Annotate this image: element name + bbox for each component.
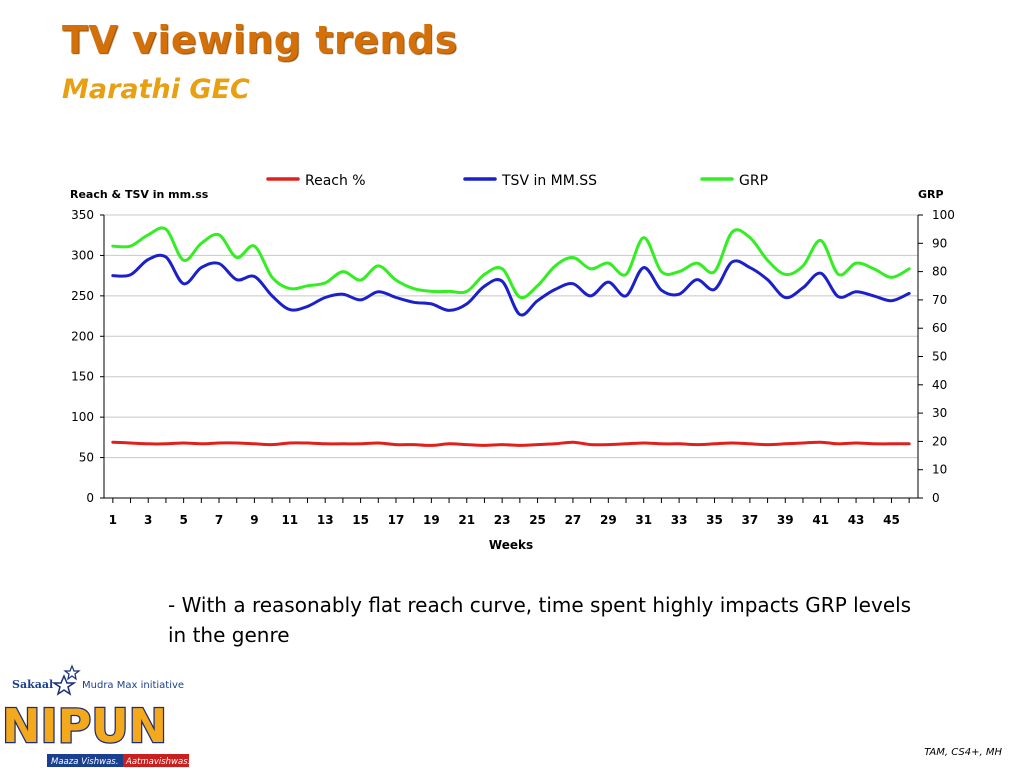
x-tick-label: 45 (883, 513, 900, 527)
x-tick-label: 25 (529, 513, 546, 527)
x-tick-label: 29 (600, 513, 617, 527)
y-right-tick-label: 90 (932, 236, 947, 250)
y-left-tick-label: 200 (71, 329, 94, 343)
nipun-logo: Sakaal Mudra Max initiative NIPUN Maaza … (1, 664, 191, 767)
x-tick-label: 19 (423, 513, 440, 527)
y-right-tick-label: 70 (932, 293, 947, 307)
x-tick-label: 27 (565, 513, 582, 527)
x-tick-label: 39 (777, 513, 794, 527)
series-line-tsv (111, 253, 911, 317)
legend-reach-label: Reach % (305, 173, 366, 189)
y-left-tick-label: 50 (79, 451, 94, 465)
y-left-tick-label: 0 (86, 491, 94, 505)
legend-grp-label: GRP (739, 173, 768, 189)
x-tick-label: 11 (281, 513, 298, 527)
legend-tsv-label: TSV in MM.SS (501, 173, 597, 189)
x-tick-label: 23 (494, 513, 511, 527)
source-note: TAM, CS4+, MH (924, 747, 1002, 758)
x-tick-label: 9 (250, 513, 258, 527)
insight-comment: - With a reasonably flat reach curve, ti… (168, 593, 912, 647)
y-right-tick-label: 40 (932, 378, 947, 392)
x-tick-label: 13 (317, 513, 334, 527)
logo-tagline: Mudra Max initiative (82, 680, 184, 691)
series-line-grp (111, 226, 911, 300)
logo-motto-right: Aatmavishwas! (125, 757, 191, 767)
y-left-tick-label: 300 (71, 248, 94, 262)
star-small-icon (63, 664, 81, 681)
y-right-tick-label: 30 (932, 406, 947, 420)
y-right-tick-label: 80 (932, 265, 947, 279)
y-left-tick-label: 150 (71, 370, 94, 384)
line-chart: 0 50 100 150 200 250 300 350 0 10 20 30 40 50 60 70 80 90… (70, 173, 955, 552)
y-left-axis-title: Reach & TSV in mm.ss (70, 188, 209, 201)
logo-brand: Sakaal (12, 678, 53, 691)
x-tick-label: 37 (742, 513, 759, 527)
logo-motto-bg (47, 754, 123, 767)
x-tick-label: 3 (144, 513, 152, 527)
y-right-tick-label: 50 (932, 350, 947, 364)
x-tick-label: 5 (179, 513, 187, 527)
y-left-tick-label: 100 (71, 410, 94, 424)
star-icon (51, 674, 77, 696)
x-tick-label: 33 (671, 513, 688, 527)
logo-name: NIPUN (2, 699, 167, 753)
x-tick-label: 41 (812, 513, 829, 527)
y-right-axis-title: GRP (918, 188, 944, 201)
x-tick-label: 7 (215, 513, 223, 527)
x-tick-label: 17 (388, 513, 405, 527)
logo-motto-left: Maaza Vishwas. (51, 757, 118, 767)
logo-motto-bg-accent (123, 754, 189, 767)
y-right-tick-label: 10 (932, 463, 947, 477)
y-right-tick-label: 20 (932, 434, 947, 448)
x-tick-label: 43 (848, 513, 865, 527)
y-right-tick-label: 60 (932, 321, 947, 335)
y-left-tick-label: 350 (71, 208, 94, 222)
x-tick-label: 31 (635, 513, 652, 527)
x-tick-label: 21 (458, 513, 475, 527)
y-right-tick-label: 0 (932, 491, 940, 505)
y-left-tick-label: 250 (71, 289, 94, 303)
y-right-tick-label: 100 (932, 208, 955, 222)
x-tick-label: 1 (109, 513, 117, 527)
slide-title: TV viewing trends (62, 18, 458, 62)
x-tick-label: 35 (706, 513, 723, 527)
x-tick-label: 15 (352, 513, 369, 527)
x-axis-title: Weeks (489, 538, 533, 552)
series-line-reach (111, 440, 911, 447)
slide-subtitle: Marathi GEC (62, 74, 250, 105)
